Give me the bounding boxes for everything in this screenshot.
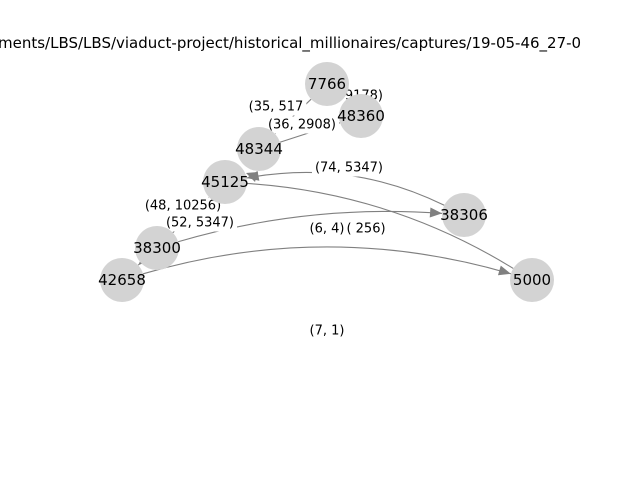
- edge-label-background: [343, 220, 389, 238]
- node-label: 38300: [133, 239, 181, 257]
- node-label: 7766: [308, 75, 346, 93]
- node-label: 45125: [201, 173, 249, 191]
- edge-label-background: [306, 220, 348, 238]
- node-48360: 48360: [337, 94, 385, 138]
- node-circle: [442, 193, 486, 237]
- edge-label-group: (7, 1): [306, 322, 348, 340]
- node-circle: [237, 127, 281, 171]
- arrowhead-into-45125: [246, 172, 258, 182]
- edge-label: (48, 10256): [145, 199, 221, 214]
- nodes-layer: 7766 48360 48344 45125 38306 38300 42658 5000: [98, 62, 554, 302]
- node-label: 5000: [513, 271, 551, 289]
- edge-label-group: (74, 5347): [311, 159, 387, 177]
- node-circle: [135, 226, 179, 270]
- edge-label: (36, 2908): [268, 118, 336, 133]
- node-label: 42658: [98, 271, 146, 289]
- edge-label-group: (52, 5347): [162, 214, 238, 232]
- edge-label-group: ( 256): [343, 220, 389, 238]
- node-7766: 7766: [305, 62, 349, 106]
- node-circle: [203, 160, 247, 204]
- edge-label-background: [306, 322, 348, 340]
- edge-42658-5000: [142, 246, 512, 275]
- arrowhead-42658-5000: [497, 265, 511, 276]
- edge-38306-45125: [246, 171, 445, 206]
- edges-layer: [137, 98, 514, 276]
- edge-label: (35, 517: [249, 100, 304, 115]
- node-label: 48344: [235, 140, 283, 158]
- edge-label: (7, 1): [310, 324, 345, 339]
- figure-title: ments/LBS/LBS/viaduct-project/historical…: [0, 34, 581, 53]
- node-42658: 42658: [98, 258, 146, 302]
- node-circle: [339, 94, 383, 138]
- edge-label-background: [141, 197, 225, 215]
- edge-label: (52, 5347): [166, 216, 234, 231]
- edge-label: (74, 5347): [315, 161, 383, 176]
- node-45125: 45125: [201, 160, 249, 204]
- node-label: 38306: [440, 206, 488, 224]
- node-circle: [510, 258, 554, 302]
- edge-label: (6, 4): [310, 222, 345, 237]
- node-circle: [100, 258, 144, 302]
- node-5000: 5000: [510, 258, 554, 302]
- node-circle: [305, 62, 349, 106]
- edge-label-group: (36, 2908): [264, 116, 340, 134]
- edge-38300-38306: [177, 210, 443, 243]
- edge-label-background: [162, 214, 238, 232]
- node-38300: 38300: [133, 226, 181, 270]
- node-38306: 38306: [440, 193, 488, 237]
- node-48344: 48344: [235, 127, 283, 171]
- edge-label-background: [264, 116, 340, 134]
- edge-label-background: [245, 98, 307, 116]
- edge-label-group: (48, 10256): [141, 197, 225, 215]
- edge-45125-5000: [246, 182, 514, 269]
- edge-label-background: [311, 159, 387, 177]
- arrowhead-38300-38306: [429, 207, 443, 218]
- edge-label-group: (35, 517: [245, 98, 307, 116]
- edge-label-group: (6, 4): [306, 220, 348, 238]
- node-label: 48360: [337, 107, 385, 125]
- edge-label: ( 256): [346, 222, 385, 237]
